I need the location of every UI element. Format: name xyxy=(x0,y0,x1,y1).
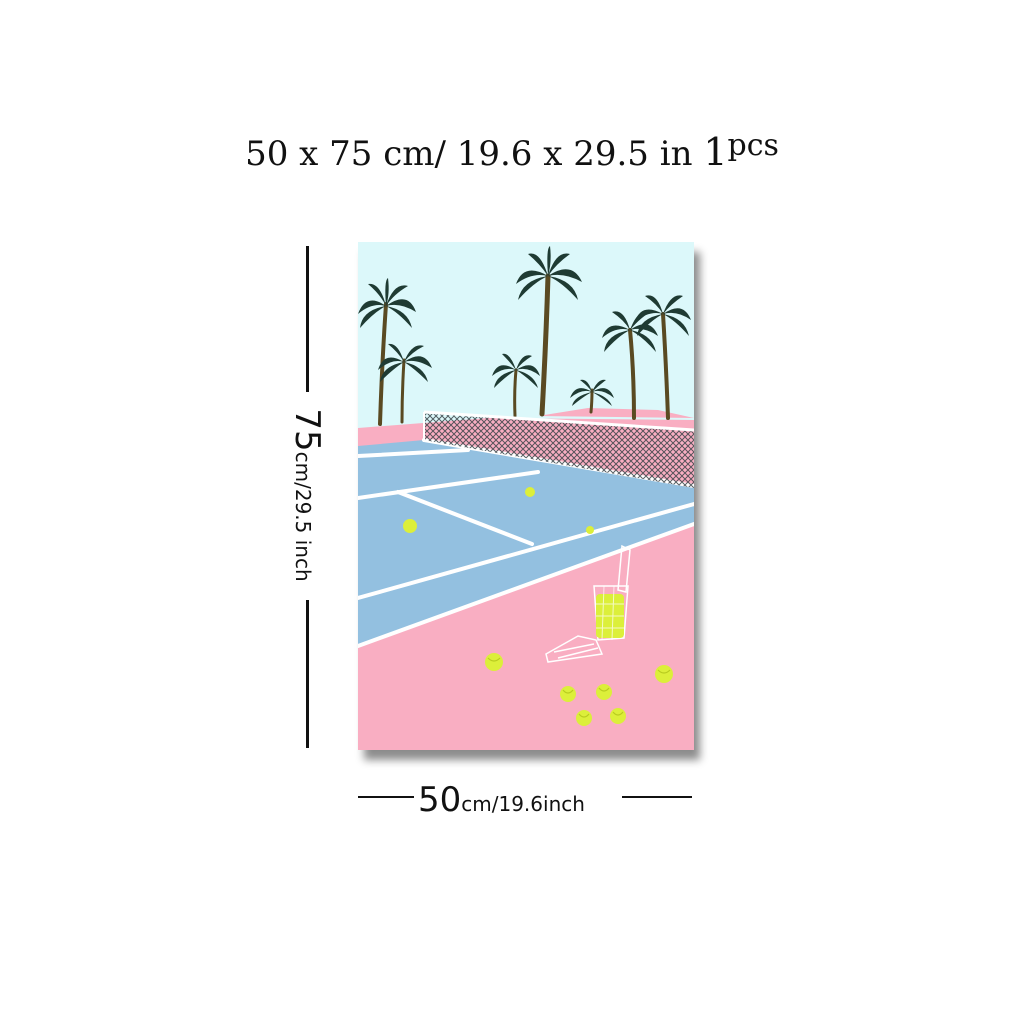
height-unit: cm/29.5 inch xyxy=(291,451,315,582)
net-tape xyxy=(423,410,694,432)
tennis-net xyxy=(424,412,694,488)
size-text: 50 x 75 cm/ 19.6 x 29.5 in xyxy=(245,134,693,174)
height-value: 75 xyxy=(287,408,327,452)
width-dimension-line-right xyxy=(622,796,692,798)
width-unit: cm/19.6inch xyxy=(461,792,585,816)
palm-fronds xyxy=(358,246,691,406)
height-dimension-line-top xyxy=(306,246,309,392)
quantity-text: 1 xyxy=(703,130,728,174)
width-dimension-line-left xyxy=(358,796,414,798)
back-wall-top xyxy=(538,408,694,418)
tennis-balls xyxy=(403,487,673,726)
height-dimension-line-bottom xyxy=(306,600,309,748)
size-headline: 50 x 75 cm/ 19.6 x 29.5 in 1pcs xyxy=(0,126,1024,174)
ball-seams xyxy=(487,657,671,718)
poster-artwork xyxy=(358,242,694,750)
basket-mesh xyxy=(596,585,624,641)
width-value: 50 xyxy=(418,780,462,820)
width-dimension-label: 50cm/19.6inch xyxy=(418,780,585,820)
quantity-unit: pcs xyxy=(727,128,779,163)
palm-trunks xyxy=(378,273,670,426)
height-dimension-label: 75cm/29.5 inch xyxy=(287,408,327,581)
tennis-court-artwork xyxy=(358,242,694,750)
